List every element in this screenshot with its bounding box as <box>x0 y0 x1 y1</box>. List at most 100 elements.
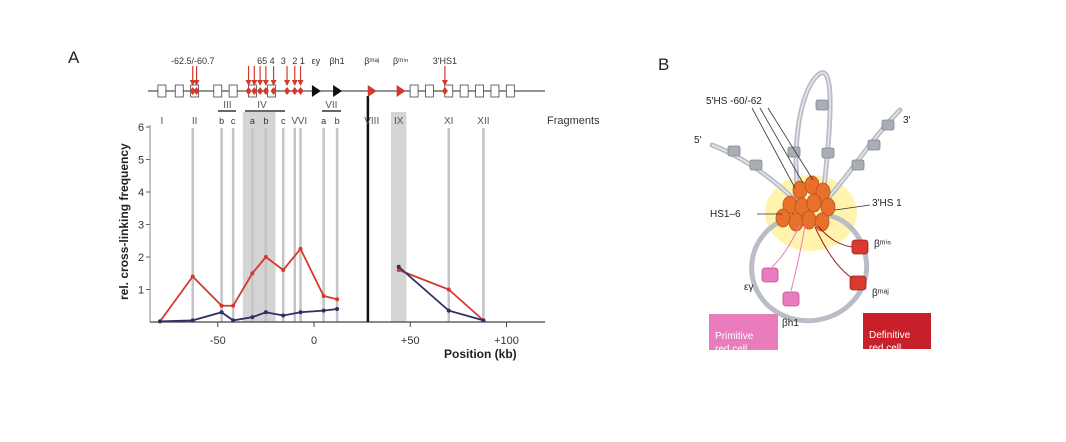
y-tick-label: 6 <box>138 122 144 134</box>
data-point <box>447 309 451 313</box>
y-tick-label: 2 <box>138 252 144 264</box>
fragments-label: Fragments <box>547 115 600 127</box>
map-gene-box <box>214 85 222 97</box>
label-hs1-6: HS1–6 <box>710 209 741 220</box>
fragment-label: b <box>219 116 224 126</box>
data-point <box>191 275 195 279</box>
label-5hs-60-62: 5'HS -60/-62 <box>706 96 762 107</box>
fragment-label: a <box>250 116 255 126</box>
x-tick-label: -50 <box>210 335 226 347</box>
data-point <box>281 268 285 272</box>
map-gene-box <box>426 85 434 97</box>
data-point <box>299 247 303 251</box>
fragment-label: c <box>231 116 236 126</box>
hs-arrowhead <box>298 80 304 86</box>
gray-gene-block <box>816 100 828 110</box>
data-point <box>447 288 451 292</box>
data-point <box>264 310 268 314</box>
fragment-label: III <box>223 100 231 111</box>
hs-diamond <box>257 87 263 95</box>
fragment-label: b <box>263 116 268 126</box>
map-gene-box <box>476 85 484 97</box>
gene-triangle <box>333 85 342 97</box>
fragment-label: VIII <box>364 116 379 127</box>
hs-bead <box>807 194 821 212</box>
data-point <box>335 307 339 311</box>
map-label: -62.5/-60.7 <box>171 56 215 66</box>
definitive-red-cell-box: Definitive red cell <box>863 313 931 349</box>
fragment-label: c <box>281 116 286 126</box>
label-5prime: 5' <box>694 135 702 146</box>
bh1-gene-block <box>783 292 799 306</box>
y-tick-label: 5 <box>138 155 144 167</box>
hs-arrowhead <box>284 80 290 86</box>
gene-triangle <box>368 85 377 97</box>
fragment-label: b <box>335 116 340 126</box>
map-gene-box <box>229 85 237 97</box>
gray-gene-block <box>822 148 834 158</box>
map-label: βᵐᵃʲ <box>364 56 379 66</box>
map-label: 3'HS1 <box>433 56 457 66</box>
gray-gene-block <box>852 160 864 170</box>
map-gene-box <box>158 85 166 97</box>
x-tick-label: 0 <box>311 335 317 347</box>
fragment-label: XII <box>477 116 489 127</box>
data-point <box>231 318 235 322</box>
x-tick-label: +50 <box>401 335 420 347</box>
primitive-red-cell-box: Primitive red cell <box>709 314 778 350</box>
label-3prime: 3' <box>903 115 911 126</box>
fragment-label: IX <box>394 116 404 127</box>
gray-gene-block <box>728 146 740 156</box>
map-label: βᵐⁱⁿ <box>393 56 408 66</box>
bmaj-gene-block <box>850 276 866 290</box>
data-point <box>322 309 326 313</box>
hs-bead <box>789 213 803 231</box>
hs-arrowhead <box>292 80 298 86</box>
hs-diamond <box>292 87 298 95</box>
data-point <box>481 318 485 322</box>
gray-gene-block <box>750 160 762 170</box>
map-gene-box <box>506 85 514 97</box>
x-axis-title: Position (kb) <box>444 347 517 361</box>
map-gene-box <box>410 85 418 97</box>
label-bmin: βᵐⁱⁿ <box>874 239 891 250</box>
hs-diamond <box>284 87 290 95</box>
gray-gene-block <box>788 147 800 157</box>
data-point <box>250 315 254 319</box>
data-point <box>264 255 268 259</box>
hs-bead <box>802 211 816 229</box>
data-point <box>335 297 339 301</box>
data-point <box>397 265 401 269</box>
map-label: 65 4 <box>257 56 275 66</box>
hs-diamond <box>298 87 304 95</box>
hs-bead <box>776 209 790 227</box>
label-3hs1: 3'HS 1 <box>872 198 902 209</box>
data-point <box>299 310 303 314</box>
y-tick-label: 4 <box>138 187 144 199</box>
x-tick-label: +100 <box>494 335 519 347</box>
fragment-label: VII <box>325 100 337 111</box>
gene-triangle <box>397 85 406 97</box>
panel-b-diagram: 5'HS -60/-62 5' 3' HS1–6 3'HS 1 εγ βh1 β… <box>694 73 911 329</box>
label-bh1: βh1 <box>782 318 799 329</box>
fragment-label: VI <box>298 116 307 127</box>
map-label: βh1 <box>330 56 345 66</box>
map-label: εy <box>312 56 321 66</box>
fragment-label: IV <box>257 100 267 111</box>
data-point <box>281 314 285 318</box>
map-label: 3 <box>281 56 286 66</box>
ey-gene-block <box>762 268 778 282</box>
map-gene-box <box>460 85 468 97</box>
map-gene-box <box>175 85 183 97</box>
y-tick-label: 1 <box>138 285 144 297</box>
fragment-label: XI <box>444 116 453 127</box>
fragment-label: a <box>321 116 326 126</box>
y-axis-title: rel. cross-linking frequency <box>117 143 131 300</box>
fragment-label: I <box>161 116 164 127</box>
shaded-region <box>243 112 276 322</box>
gray-gene-block <box>882 120 894 130</box>
map-gene-box <box>491 85 499 97</box>
label-bmaj: βᵐᵃʲ <box>872 288 889 299</box>
